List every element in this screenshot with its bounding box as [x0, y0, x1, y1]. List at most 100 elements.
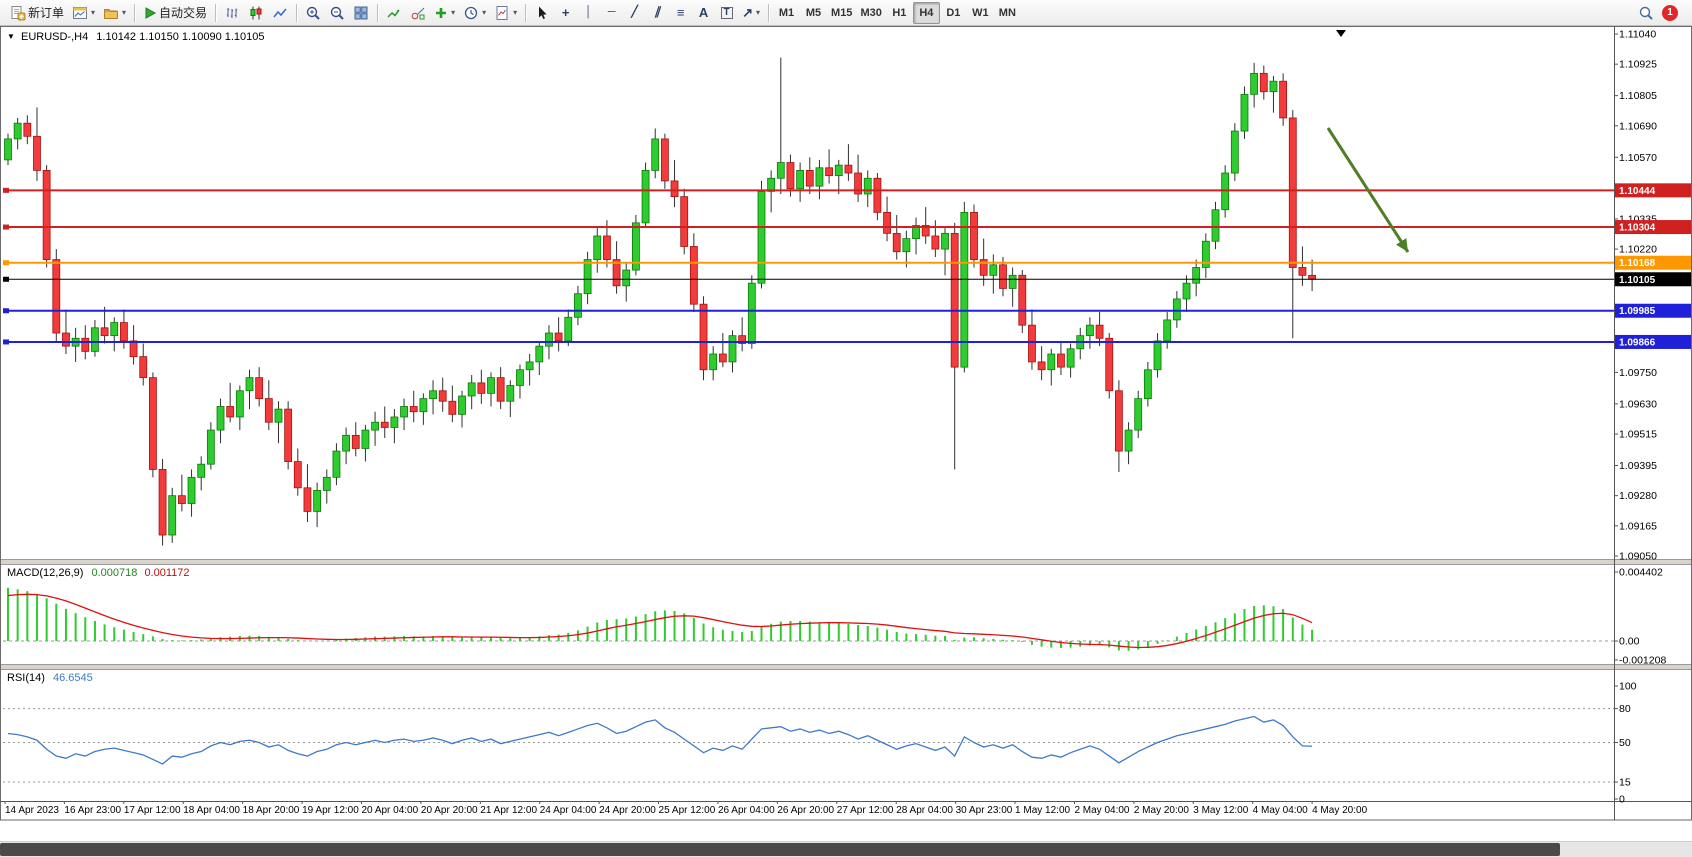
toolbar: 新订单 ▾ ▾ 自动交易 ▾ ▾ — [0, 0, 1692, 26]
price-badge-label: 1.10105 — [1619, 275, 1656, 286]
time-tick-label: 2 May 04:00 — [1074, 805, 1129, 816]
time-tick-label: 21 Apr 12:00 — [480, 805, 537, 816]
text-label-button[interactable]: T — [715, 2, 738, 24]
scrollbar-thumb[interactable] — [0, 843, 1560, 856]
new-order-icon — [11, 5, 26, 20]
dropdown-icon: ▾ — [756, 8, 761, 17]
time-tick-label: 27 Apr 12:00 — [837, 805, 894, 816]
price-badge-label: 1.10168 — [1619, 258, 1656, 269]
line-chart-button[interactable] — [268, 2, 292, 24]
profiles-icon — [104, 8, 119, 19]
price-tick-label: 1.09050 — [1619, 551, 1657, 563]
timeframe-button-m15[interactable]: M15 — [827, 2, 856, 24]
notifications-badge[interactable]: 1 — [1662, 4, 1678, 21]
toolbar-separator — [134, 3, 136, 22]
arrows-tool-button[interactable]: ↗ ▾ — [738, 2, 764, 24]
macd-axis-label: -0.001208 — [1619, 655, 1666, 667]
time-tick-label: 24 Apr 20:00 — [599, 805, 656, 816]
price-tick-label: 1.09515 — [1619, 429, 1657, 441]
autotrading-button[interactable]: 自动交易 — [139, 2, 211, 24]
horizontal-line-button[interactable]: ─ — [600, 2, 623, 24]
rsi-name: RSI(14) — [7, 672, 45, 684]
trend-arrow-head — [1396, 238, 1408, 252]
objects-list-button[interactable] — [406, 2, 430, 24]
price-badge — [1615, 272, 1691, 287]
price-badge-label: 1.09985 — [1619, 306, 1656, 317]
time-tick-label: 4 May 20:00 — [1312, 805, 1367, 816]
dropdown-icon: ▾ — [482, 8, 487, 17]
price-tick-label: 1.09280 — [1619, 490, 1657, 502]
timeframe-button-m30[interactable]: M30 — [856, 2, 885, 24]
macd-axis-label: 0.004402 — [1619, 567, 1663, 579]
template-icon — [496, 5, 508, 20]
crosshair-icon: + — [561, 5, 570, 20]
toolbar-separator — [215, 3, 217, 22]
text-tool-button[interactable]: A — [692, 2, 715, 24]
bar-chart-button[interactable] — [220, 2, 244, 24]
rsi-axis-label: 50 — [1619, 737, 1631, 749]
time-tick-label: 20 Apr 20:00 — [421, 805, 478, 816]
time-tick-label: 4 May 04:00 — [1253, 805, 1308, 816]
new-chart-button[interactable]: ▾ — [68, 2, 99, 24]
trendline-button[interactable]: ╱ — [623, 2, 646, 24]
time-tick-label: 18 Apr 20:00 — [243, 805, 300, 816]
cursor-button[interactable] — [530, 2, 554, 24]
toolbar-separator — [525, 3, 527, 22]
objects-list-icon — [411, 7, 425, 19]
tile-windows-icon — [354, 6, 368, 19]
new-order-label: 新订单 — [28, 6, 65, 20]
rsi-axis-label: 0 — [1619, 794, 1625, 806]
indicators-button[interactable] — [382, 2, 406, 24]
timeframe-button-m5[interactable]: M5 — [800, 2, 827, 24]
tile-windows-button[interactable] — [349, 2, 373, 24]
price-badge — [1615, 303, 1691, 318]
toolbar-separator — [296, 3, 298, 22]
new-order-button[interactable]: 新订单 — [6, 2, 68, 24]
add-indicator-button[interactable]: ▾ — [430, 2, 459, 24]
time-tick-label: 26 Apr 20:00 — [777, 805, 834, 816]
price-badge-label: 1.10304 — [1619, 223, 1656, 234]
search-button[interactable] — [1634, 2, 1658, 24]
timeframe-button-m1[interactable]: M1 — [773, 2, 800, 24]
timeframe-toolbar: M1 M5 M15 M30 H1 H4 D1 W1 MN — [773, 1, 1021, 24]
price-tick-label: 1.11040 — [1619, 29, 1656, 41]
periods-button[interactable]: ▾ — [459, 2, 490, 24]
vertical-line-button[interactable]: │ — [577, 2, 600, 24]
crosshair-button[interactable]: + — [554, 2, 577, 24]
fibonacci-button[interactable]: ≡ — [669, 2, 692, 24]
timeframe-button-w1[interactable]: W1 — [967, 2, 994, 24]
timeframe-button-h4[interactable]: H4 — [912, 1, 940, 24]
equidistant-channel-button[interactable]: ∥ — [646, 2, 669, 24]
timeframe-button-mn[interactable]: MN — [994, 2, 1021, 24]
rsi-value: 46.6545 — [52, 672, 93, 684]
arrow-tool-icon: ↗ — [742, 5, 754, 20]
macd-axis-label: 0.00 — [1619, 636, 1640, 648]
time-tick-label: 1 May 12:00 — [1015, 805, 1070, 816]
macd-panel — [3, 587, 1614, 651]
horizontal-scrollbar[interactable] — [0, 841, 1692, 857]
collapse-triangle-icon: ▼ — [7, 32, 15, 41]
zoom-in-icon — [306, 6, 320, 20]
zoom-out-button[interactable] — [325, 2, 349, 24]
zoom-in-button[interactable] — [301, 2, 325, 24]
rsi-axis-label: 100 — [1619, 681, 1637, 693]
profiles-button[interactable]: ▾ — [99, 2, 130, 24]
rsi-line — [7, 715, 1313, 765]
trendline-icon: ╱ — [631, 6, 638, 18]
text-label-icon: T — [720, 6, 733, 19]
timeframe-button-h1[interactable]: H1 — [886, 2, 913, 24]
candlestick-chart-button[interactable] — [244, 2, 268, 24]
timeframe-button-d1[interactable]: D1 — [940, 2, 967, 24]
time-tick-label: 2 May 20:00 — [1134, 805, 1189, 816]
annotations-layer[interactable] — [1326, 30, 1410, 253]
price-tick-label: 1.09165 — [1619, 520, 1657, 532]
template-button[interactable]: ▾ — [490, 2, 521, 24]
text-tool-icon: A — [698, 5, 709, 20]
trend-arrow — [1326, 127, 1410, 253]
vertical-line-icon: │ — [585, 6, 593, 18]
price-axis: 1.11040 1.10925 1.10805 1.10690 1.10570 1.103… — [1614, 29, 1691, 806]
time-tick-label: 3 May 12:00 — [1193, 805, 1248, 816]
price-badge — [1615, 183, 1691, 198]
symbol-label: EURUSD-,H4 — [20, 31, 89, 43]
